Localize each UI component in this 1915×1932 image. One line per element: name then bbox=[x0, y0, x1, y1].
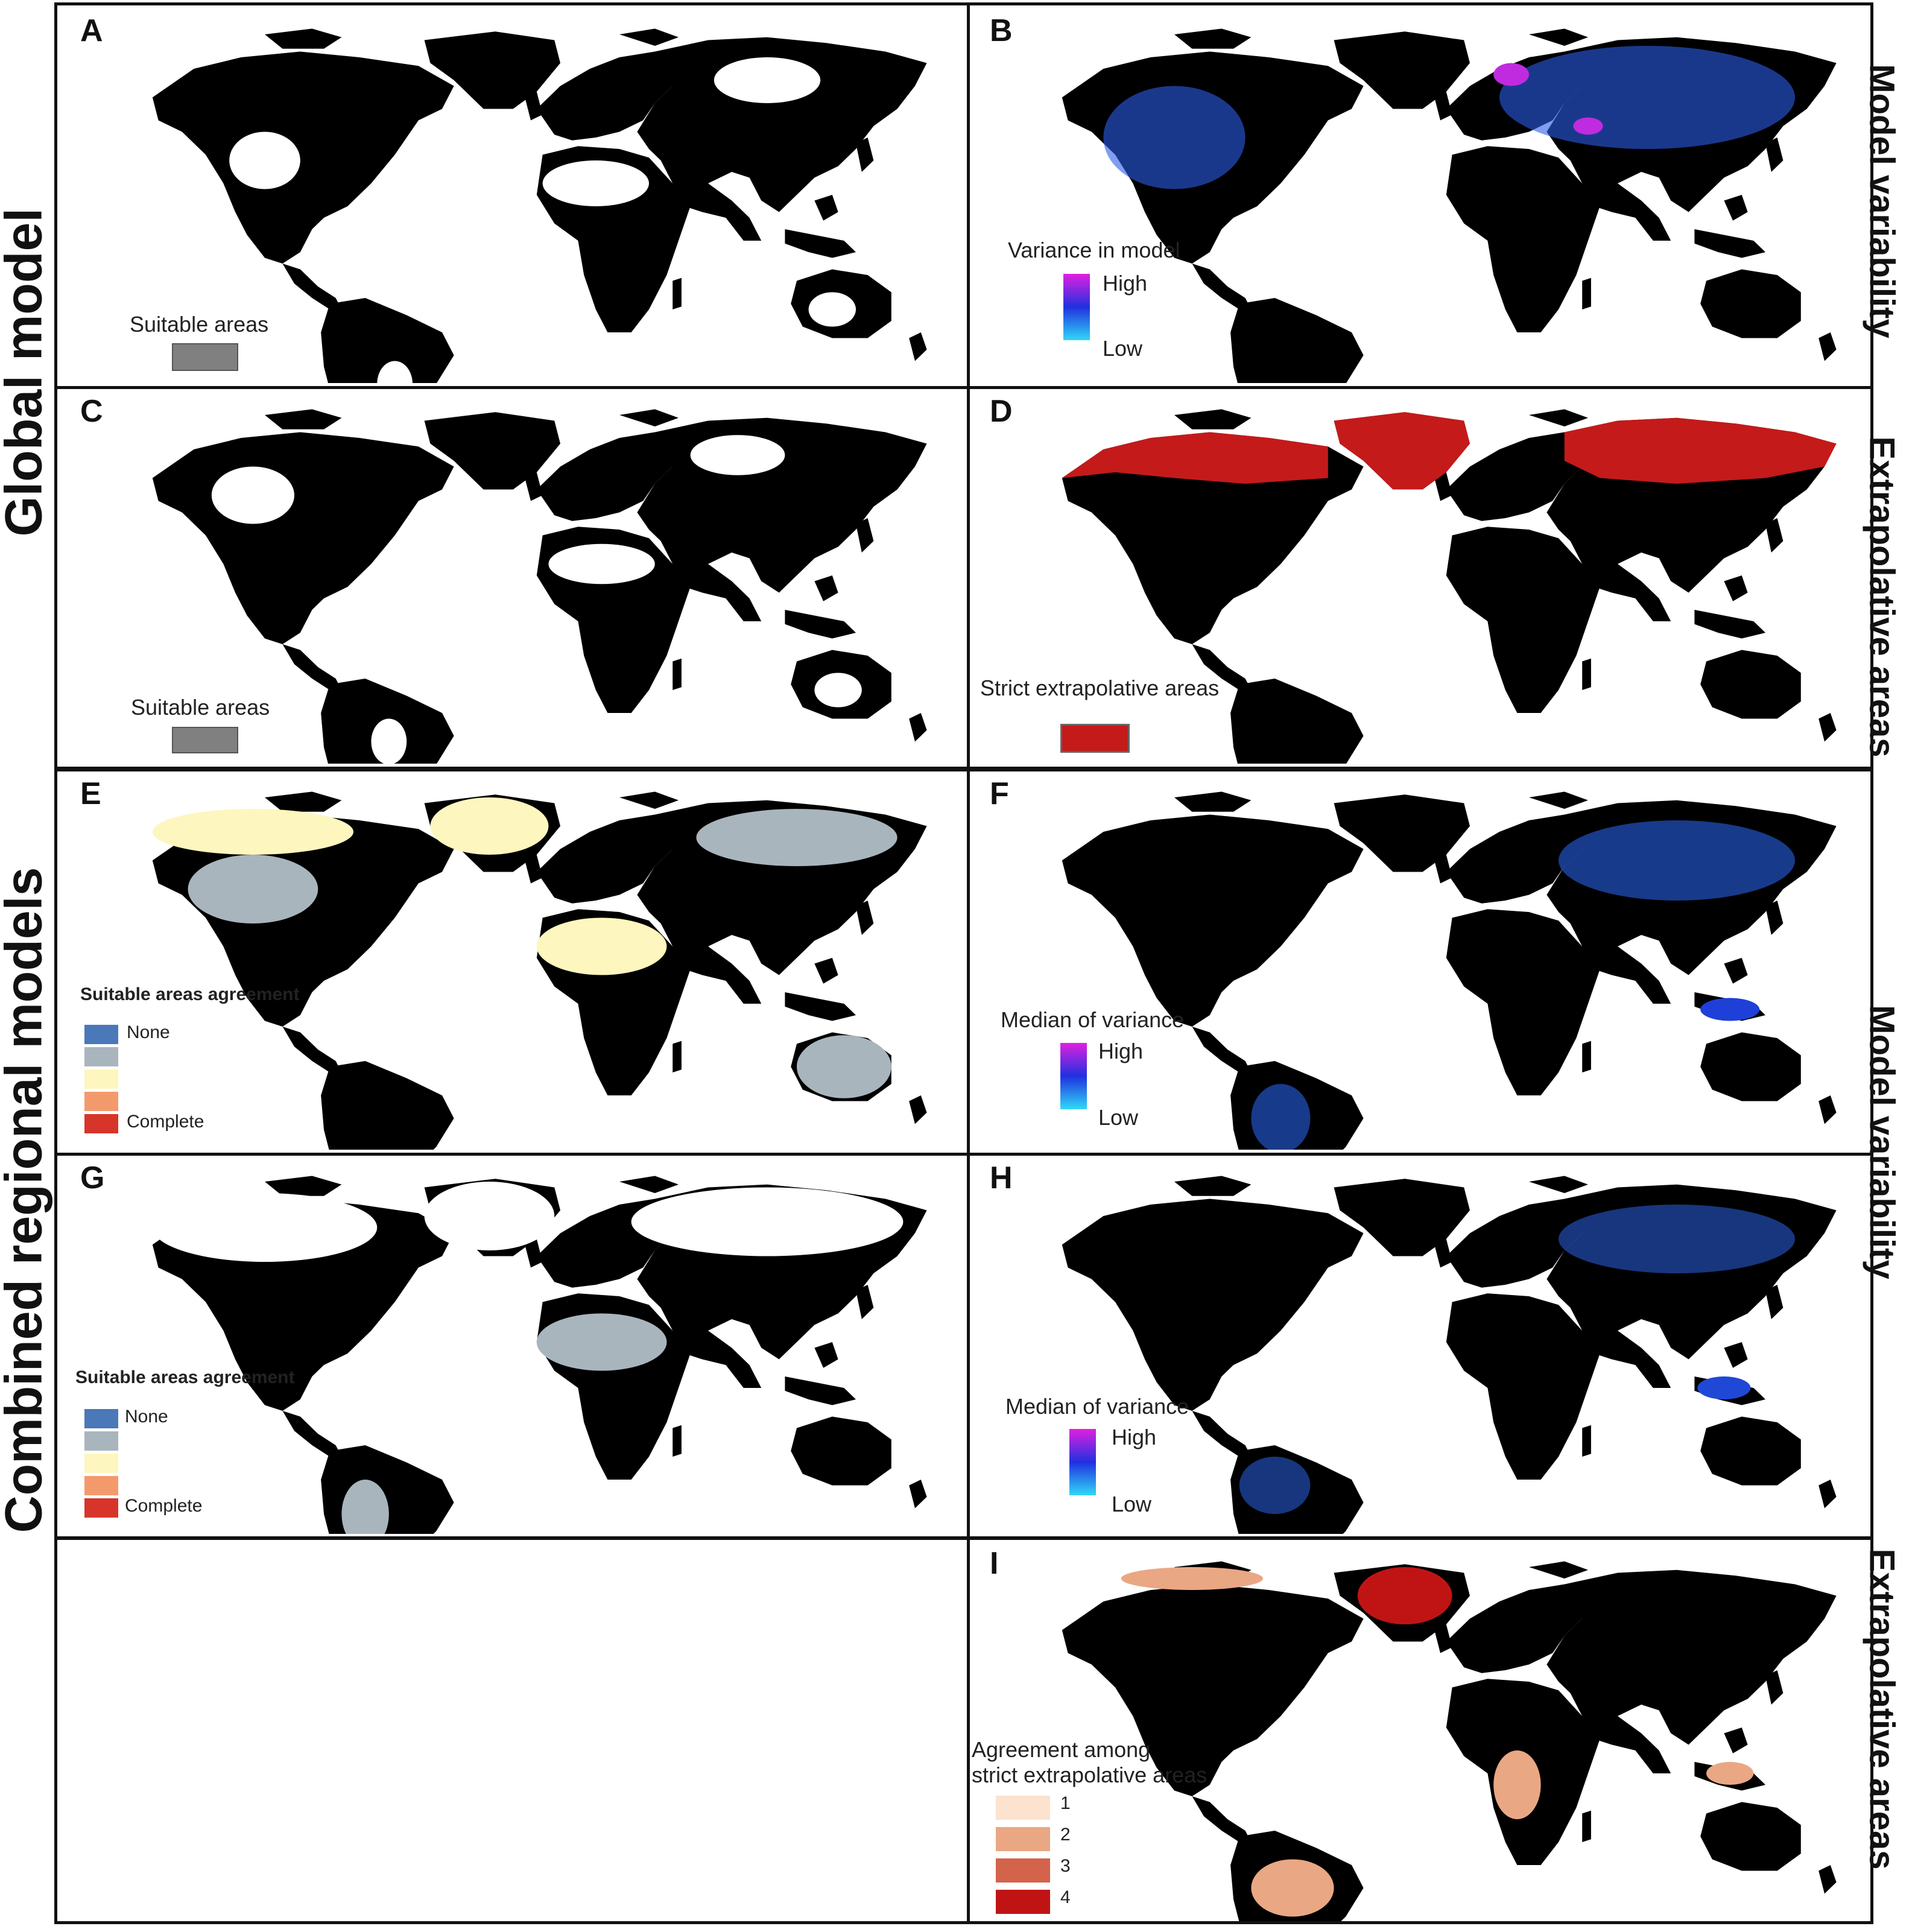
grid-divider-row1 bbox=[57, 386, 1870, 389]
legend-g-swatch-1 bbox=[84, 1409, 118, 1428]
legend-high-b: High bbox=[1103, 271, 1148, 296]
map-regions-i bbox=[1121, 1567, 1754, 1917]
world-map-h bbox=[1062, 1176, 1837, 1534]
legend-swatch-extrapolative-d bbox=[1060, 724, 1130, 753]
row-label-combined-regional-models: Combined regional models bbox=[0, 867, 53, 1533]
legend-low-f: Low bbox=[1098, 1105, 1139, 1130]
panel-label-i: I bbox=[990, 1546, 999, 1581]
map-regions-g bbox=[152, 1182, 904, 1534]
map-land-i bbox=[1062, 1561, 1837, 1921]
map-regions-e bbox=[152, 797, 897, 1098]
world-map-d bbox=[1062, 409, 1837, 764]
map-regions-a bbox=[229, 57, 856, 383]
legend-e-label-1: None bbox=[127, 1022, 170, 1042]
panel-h: H Median of variance High Low bbox=[967, 1153, 1870, 1534]
legend-g-swatch-4 bbox=[84, 1476, 118, 1495]
legend-high-h: High bbox=[1112, 1425, 1157, 1449]
legend-g-swatch-2 bbox=[84, 1431, 118, 1451]
legend-swatch-suitable-a bbox=[172, 343, 238, 371]
legend-i-swatch-3 bbox=[996, 1858, 1050, 1883]
legend-title-h: Median of variance bbox=[1005, 1394, 1189, 1419]
legend-gradient-h bbox=[1069, 1429, 1096, 1495]
world-map-i bbox=[1062, 1561, 1837, 1921]
panel-label-h: H bbox=[990, 1161, 1013, 1196]
legend-gradient-f bbox=[1060, 1043, 1087, 1109]
legend-title-c: Suitable areas bbox=[131, 695, 270, 720]
legend-e-swatch-1 bbox=[84, 1025, 118, 1044]
panel-label-d: D bbox=[990, 394, 1013, 429]
legend-i-label-1: 1 bbox=[1060, 1793, 1071, 1813]
legend-low-h: Low bbox=[1112, 1492, 1152, 1516]
world-map-a bbox=[152, 28, 927, 383]
map-regions-f bbox=[1251, 820, 1795, 1150]
map-extrapolative-d bbox=[1062, 412, 1837, 490]
legend-i-label-4: 4 bbox=[1060, 1887, 1071, 1907]
legend-g-swatch-3 bbox=[84, 1454, 118, 1473]
map-regions-h bbox=[1239, 1205, 1795, 1514]
legend-title-b: Variance in model bbox=[1008, 238, 1180, 262]
grid-divider-vertical bbox=[967, 5, 970, 1921]
world-map-e bbox=[152, 791, 927, 1150]
panel-label-e: E bbox=[80, 776, 101, 811]
panel-b: B Variance in model High Low bbox=[967, 5, 1870, 383]
panel-i: I Agreement among strict extrapolative a… bbox=[967, 1538, 1870, 1921]
legend-e-swatch-2 bbox=[84, 1047, 118, 1066]
world-map-b bbox=[1062, 28, 1837, 383]
legend-title-a: Suitable areas bbox=[130, 312, 269, 337]
legend-g-label-5: Complete bbox=[125, 1496, 203, 1516]
panel-label-f: F bbox=[990, 776, 1009, 811]
row-label-global-model: Global model bbox=[0, 207, 53, 537]
figure-grid bbox=[54, 2, 1873, 1924]
legend-i-swatch-1 bbox=[996, 1796, 1050, 1820]
panel-label-a: A bbox=[80, 13, 103, 48]
world-map-g bbox=[152, 1176, 927, 1534]
world-map-c bbox=[152, 409, 927, 764]
grid-divider-row4 bbox=[57, 1536, 1870, 1540]
legend-title-i-2: strict extrapolative areas bbox=[972, 1763, 1208, 1787]
legend-low-b: Low bbox=[1103, 336, 1143, 361]
panel-c: C Suitable areas bbox=[57, 386, 964, 764]
legend-swatch-suitable-c bbox=[172, 727, 238, 753]
panel-label-b: B bbox=[990, 13, 1013, 48]
legend-i-swatch-2 bbox=[996, 1827, 1050, 1851]
legend-gradient-b bbox=[1063, 274, 1090, 340]
legend-g-swatch-5 bbox=[84, 1498, 118, 1518]
legend-title-e: Suitable areas agreement bbox=[80, 984, 300, 1004]
legend-high-f: High bbox=[1098, 1039, 1144, 1063]
panel-e: E Suitable areas agreement None Complete bbox=[57, 768, 964, 1150]
panel-g: G Suitable areas agreement None Complete bbox=[57, 1153, 964, 1534]
legend-e-swatch-5 bbox=[84, 1114, 118, 1133]
world-map-f bbox=[1062, 791, 1837, 1150]
legend-e-swatch-3 bbox=[84, 1069, 118, 1089]
panel-label-c: C bbox=[80, 394, 103, 429]
legend-i-label-2: 2 bbox=[1060, 1825, 1071, 1845]
legend-e-swatch-4 bbox=[84, 1092, 118, 1111]
legend-i-swatch-4 bbox=[996, 1890, 1050, 1914]
legend-title-i-1: Agreement among bbox=[972, 1737, 1151, 1762]
panel-f: F Median of variance High Low bbox=[967, 768, 1870, 1150]
legend-i-label-3: 3 bbox=[1060, 1856, 1071, 1876]
legend-g-label-1: None bbox=[125, 1407, 168, 1427]
map-regions-c bbox=[211, 435, 862, 764]
map-regions-b bbox=[1103, 46, 1795, 189]
legend-e-label-5: Complete bbox=[127, 1112, 204, 1132]
legend-title-f: Median of variance bbox=[1001, 1007, 1185, 1032]
grid-divider-row3 bbox=[57, 1153, 1870, 1156]
panel-a: A Suitable areas bbox=[57, 5, 964, 383]
panel-empty bbox=[57, 1538, 964, 1921]
panel-label-g: G bbox=[80, 1161, 105, 1196]
legend-title-d: Strict extrapolative areas bbox=[980, 676, 1220, 700]
grid-divider-row2 bbox=[57, 767, 1870, 771]
legend-title-g: Suitable areas agreement bbox=[75, 1367, 295, 1387]
panel-d: D Strict extrapolative areas bbox=[967, 386, 1870, 764]
